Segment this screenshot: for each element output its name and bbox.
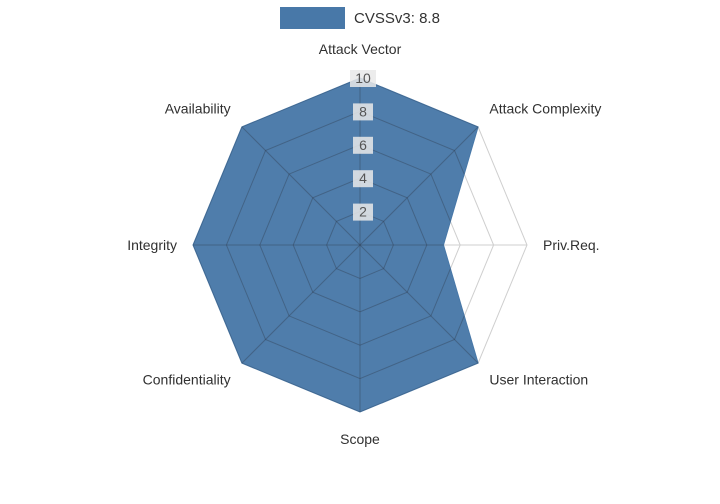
axis-label: Integrity <box>127 237 177 253</box>
tick-label-bg <box>353 203 373 221</box>
grid-spoke <box>241 244 361 364</box>
legend-label: CVSSv3: 8.8 <box>354 9 440 27</box>
axis-label: Scope <box>340 431 380 447</box>
axis-label: Attack Complexity <box>489 101 601 117</box>
axis-label: Priv.Req. <box>543 237 600 253</box>
grid-ring <box>259 144 461 346</box>
tick-label: 2 <box>359 204 367 220</box>
axis-label: User Interaction <box>489 371 588 387</box>
legend[interactable]: CVSSv3: 8.8 <box>0 7 720 29</box>
tick-label-bg <box>353 170 373 188</box>
grid-spoke <box>241 126 361 246</box>
tick-label-bg <box>353 136 373 154</box>
radar-chart: Attack Vector Attack Complexity Priv.Req. U… <box>127 41 601 447</box>
tick-label: 4 <box>359 170 367 186</box>
axis-label: Availability <box>165 101 231 117</box>
grid-ring <box>292 177 428 313</box>
tick-label: 10 <box>355 70 371 86</box>
grid-ring <box>326 211 394 279</box>
tick-label: 6 <box>359 137 367 153</box>
tick-label-bg <box>353 103 373 121</box>
tick-label: 8 <box>359 103 367 119</box>
legend-swatch <box>280 7 346 29</box>
axis-label: Confidentiality <box>143 371 231 387</box>
tick-label-bg <box>350 70 376 87</box>
inner-grid <box>193 78 479 412</box>
series-polygon <box>192 77 479 413</box>
axis-label: Attack Vector <box>319 41 402 57</box>
grid-spoke <box>359 126 479 246</box>
grid-spoke <box>359 244 479 364</box>
